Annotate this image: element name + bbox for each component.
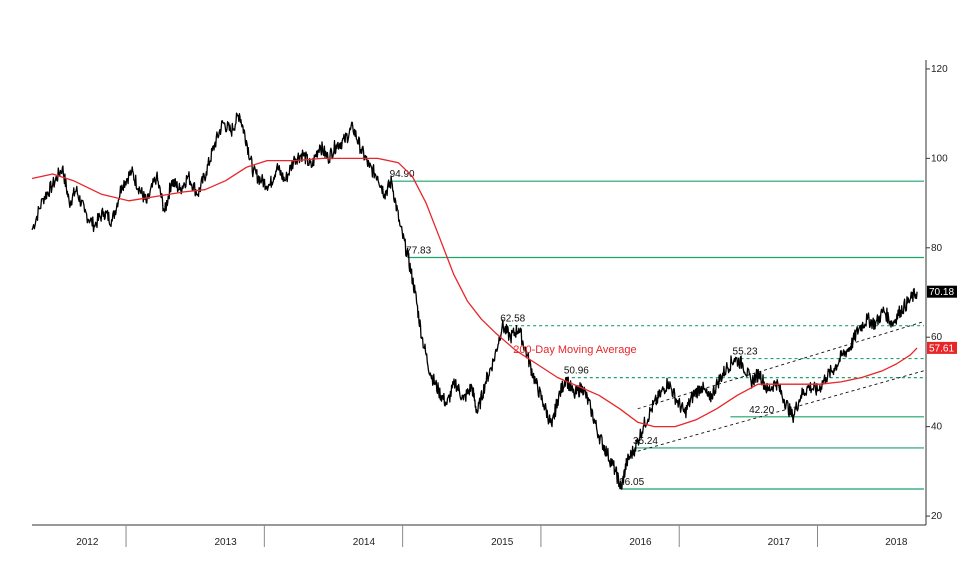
trend-channel-line bbox=[637, 321, 925, 410]
support-resistance-levels: 94.90 77.83 62.58 55.23 50.96 42.20 35.24 26.05 bbox=[390, 169, 924, 490]
level-label: 35.24 bbox=[633, 436, 658, 447]
x-tick-label: 2012 bbox=[76, 537, 99, 548]
level-label: 94.90 bbox=[390, 169, 415, 180]
y-tick-label: 100 bbox=[931, 153, 948, 164]
x-tick-label: 2013 bbox=[214, 537, 237, 548]
annotations: 200-Day Moving Average bbox=[513, 344, 636, 356]
x-tick-label: 2018 bbox=[885, 537, 908, 548]
series-lines bbox=[31, 112, 918, 490]
last-value-tag bbox=[927, 341, 957, 354]
axes: 20 40 60 80 100 120 2012 2013 2014 2015 2016 2017 20… bbox=[32, 60, 948, 548]
y-tick-label: 60 bbox=[931, 332, 943, 343]
y-tick-label: 80 bbox=[931, 243, 943, 254]
last-value-tag bbox=[927, 285, 957, 298]
level-label: 62.58 bbox=[500, 314, 525, 325]
level-label: 77.83 bbox=[406, 245, 431, 256]
moving-average-line bbox=[31, 157, 918, 428]
x-tick-label: 2017 bbox=[768, 537, 791, 548]
last-value-label: 70.18 bbox=[929, 287, 954, 298]
x-tick-label: 2014 bbox=[353, 537, 376, 548]
y-tick-label: 40 bbox=[931, 422, 943, 433]
last-value-tags: 70.18 57.61 bbox=[927, 285, 957, 354]
y-tick-label: 20 bbox=[931, 511, 943, 522]
y-tick-label: 120 bbox=[931, 64, 948, 75]
level-label: 42.20 bbox=[749, 405, 774, 416]
price-line bbox=[31, 112, 918, 490]
trend-channel-line bbox=[637, 370, 925, 452]
trend-channel bbox=[637, 321, 925, 452]
moving-average-label: 200-Day Moving Average bbox=[513, 344, 636, 356]
level-label: 26.05 bbox=[619, 477, 644, 488]
last-value-label: 57.61 bbox=[929, 343, 954, 354]
level-label: 55.23 bbox=[733, 347, 758, 358]
level-label: 50.96 bbox=[564, 366, 589, 377]
x-tick-label: 2015 bbox=[491, 537, 514, 548]
x-tick-label: 2016 bbox=[629, 537, 652, 548]
